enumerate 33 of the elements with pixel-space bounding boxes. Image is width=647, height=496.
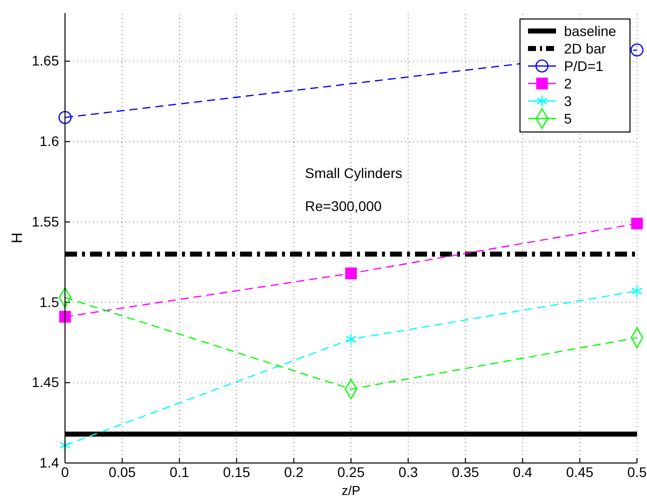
x-tick-label: 0.05 [108,464,136,480]
y-tick-label: 1.55 [32,213,60,230]
x-tick-label: 0.2 [284,464,304,480]
point [345,332,357,346]
y-tick-label: 1.4 [40,454,60,470]
y-tick-label: 1.45 [32,374,60,390]
x-tick-label: 0 [61,464,70,480]
point [631,218,643,230]
y-tick-label: 1.5 [40,294,60,310]
x-tick-label: 0.25 [337,464,365,480]
annotation: Re=300,000 [305,198,382,214]
y-tick-label: 1.65 [32,52,60,69]
point [631,284,643,298]
x-axis-title: z/P [342,483,360,496]
legend-label: 5 [564,110,572,126]
y-axis-title: H [9,232,26,244]
x-tick-label: 0.15 [222,464,250,480]
x-tick-label: 0.45 [566,464,594,480]
point [58,110,72,124]
legend-label: baseline [564,23,616,39]
legend-label: P/D=1 [564,58,604,74]
point [345,268,357,280]
legend-label: 2D bar [564,40,606,56]
legend-label: 3 [564,93,572,109]
x-tick-label: 0.5 [627,464,647,480]
y-tick-label: 1.6 [40,133,60,150]
x-tick-label: 0.1 [170,464,190,480]
x-tick-label: 0.35 [452,464,480,480]
x-tick-label: 0.4 [512,464,533,480]
annotation: Small Cylinders [305,165,402,181]
x-tick-label: 0.3 [398,464,418,480]
point [630,43,644,56]
legend-label: 2 [564,76,572,92]
